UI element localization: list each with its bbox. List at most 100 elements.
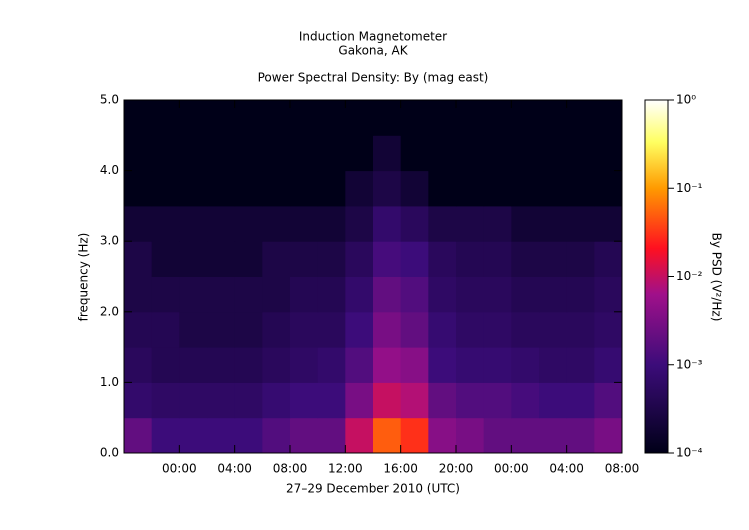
heatmap-cell <box>179 311 208 348</box>
heatmap-cell <box>428 276 457 313</box>
heatmap-cell <box>234 276 263 313</box>
heatmap-cell <box>456 311 485 348</box>
heatmap-cell <box>262 170 291 207</box>
y-tick-label: 5.0 <box>100 93 119 107</box>
heatmap-cell <box>566 276 595 313</box>
heatmap-cell <box>207 347 236 383</box>
heatmap-cell <box>373 100 402 136</box>
colorbar-label: By PSD (V²/Hz) <box>710 233 724 322</box>
heatmap-cell <box>400 205 429 242</box>
heatmap-cell <box>594 100 623 136</box>
heatmap-cell <box>511 100 540 136</box>
heatmap-cell <box>124 241 153 277</box>
heatmap-cell <box>539 241 568 277</box>
heatmap-cell <box>124 417 153 454</box>
heatmap-cell <box>262 382 291 419</box>
heatmap-cell <box>594 347 623 383</box>
heatmap-cell <box>400 382 429 419</box>
heatmap-cell <box>207 276 236 313</box>
heatmap-cell <box>179 135 208 172</box>
y-tick-label: 3.0 <box>100 234 119 248</box>
heatmap-cell <box>594 276 623 313</box>
heatmap-cell <box>428 100 457 136</box>
heatmap-cell <box>428 241 457 277</box>
heatmap-cell <box>456 241 485 277</box>
heatmap-cell <box>594 135 623 172</box>
heatmap-cell <box>207 417 236 454</box>
heatmap-cell <box>456 382 485 419</box>
heatmap-cell <box>290 311 319 348</box>
heatmap-cell <box>124 311 153 348</box>
heatmap-cell <box>483 135 512 172</box>
heatmap-cell <box>428 205 457 242</box>
colorbar-tick-label: 10⁻⁴ <box>676 446 703 460</box>
plot-title: Power Spectral Density: By (mag east) <box>258 71 489 85</box>
heatmap-cell <box>124 347 153 383</box>
heatmap-cell <box>290 135 319 172</box>
heatmap-cell <box>124 205 153 242</box>
heatmap-cell <box>345 135 374 172</box>
heatmap-cell <box>511 382 540 419</box>
heatmap-cell <box>262 311 291 348</box>
heatmap-cell <box>317 347 346 383</box>
heatmap-cell <box>566 100 595 136</box>
heatmap-cell <box>207 205 236 242</box>
heatmap-cell <box>345 311 374 348</box>
heatmap-cell <box>456 276 485 313</box>
y-tick-label: 1.0 <box>100 375 119 389</box>
heatmap-cell <box>566 311 595 348</box>
heatmap-cell <box>317 170 346 207</box>
heatmap-cell <box>483 382 512 419</box>
heatmap-cell <box>539 276 568 313</box>
heatmap-cell <box>428 382 457 419</box>
x-tick-label: 04:00 <box>217 462 252 476</box>
heatmap-cell <box>262 205 291 242</box>
heatmap-cell <box>483 205 512 242</box>
heatmap-cell <box>207 170 236 207</box>
heatmap-cell <box>345 382 374 419</box>
heatmap-cell <box>345 347 374 383</box>
x-tick-label: 00:00 <box>494 462 529 476</box>
heatmap-cell <box>400 241 429 277</box>
heatmap-cell <box>290 100 319 136</box>
colorbar-tick-label: 10⁰ <box>676 93 696 107</box>
x-tick-label: 08:00 <box>273 462 308 476</box>
heatmap-cell <box>373 205 402 242</box>
heatmap-cell <box>207 382 236 419</box>
heatmap-cell <box>151 170 180 207</box>
heatmap-cell <box>428 135 457 172</box>
heatmap-cell <box>400 135 429 172</box>
heatmap-cell <box>594 417 623 454</box>
heatmap-cell <box>317 417 346 454</box>
heatmap-cell <box>566 170 595 207</box>
heatmap-cell <box>234 347 263 383</box>
heatmap-cell <box>179 170 208 207</box>
heatmap-cell <box>262 347 291 383</box>
heatmap-cell <box>539 100 568 136</box>
heatmap-cell <box>317 135 346 172</box>
heatmap-cell <box>400 311 429 348</box>
heatmap-cell <box>373 241 402 277</box>
heatmap-cell <box>234 205 263 242</box>
heatmap-cell <box>262 100 291 136</box>
colorbar-tick-label: 10⁻³ <box>676 357 703 371</box>
heatmap-cell <box>594 241 623 277</box>
heatmap-cell <box>345 100 374 136</box>
heatmap-cell <box>207 135 236 172</box>
heatmap-cell <box>428 170 457 207</box>
heatmap-cell <box>151 382 180 419</box>
x-tick-label: 08:00 <box>605 462 640 476</box>
heatmap-cell <box>511 417 540 454</box>
heatmap-cell <box>124 276 153 313</box>
heatmap-cell <box>151 100 180 136</box>
heatmap-cell <box>234 241 263 277</box>
heatmap-cell <box>317 100 346 136</box>
heatmap-cell <box>262 135 291 172</box>
x-tick-label: 16:00 <box>383 462 418 476</box>
chart-subtitle: Gakona, AK <box>338 44 408 58</box>
heatmap-cell <box>539 205 568 242</box>
heatmap-cell <box>290 205 319 242</box>
heatmap-cell <box>456 205 485 242</box>
heatmap-cell <box>594 311 623 348</box>
heatmap-cell <box>151 417 180 454</box>
